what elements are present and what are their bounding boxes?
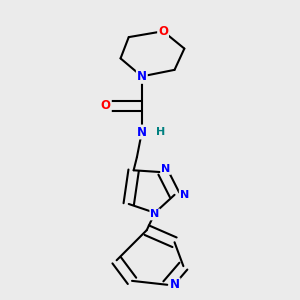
Text: N: N (137, 70, 147, 83)
Text: O: O (158, 25, 168, 38)
Text: N: N (150, 209, 160, 220)
Text: O: O (101, 99, 111, 112)
Text: H: H (156, 127, 165, 137)
Text: N: N (137, 125, 147, 139)
Text: N: N (169, 278, 179, 291)
Text: N: N (180, 190, 189, 200)
Text: N: N (161, 164, 170, 174)
